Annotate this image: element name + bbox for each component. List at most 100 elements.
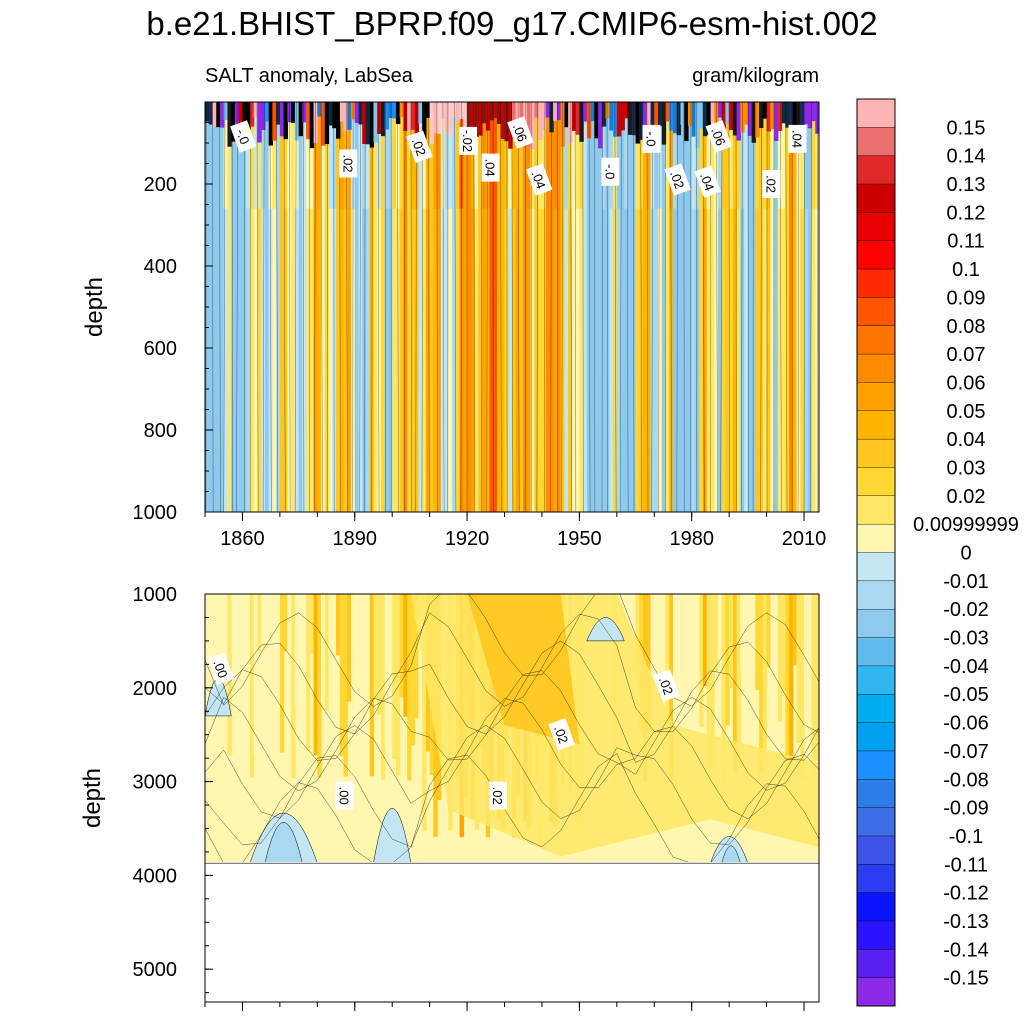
upper-fill-stripe <box>770 102 775 512</box>
colorbar-label: -0.02 <box>943 599 989 621</box>
upper-fill-stripe <box>223 102 229 209</box>
colorbar-swatch <box>856 722 896 752</box>
upper-fill-stripe <box>313 102 318 209</box>
upper-fill-stripe <box>545 102 551 209</box>
upper-fill-stripe <box>538 102 543 512</box>
upper-contour-line <box>570 102 573 512</box>
colorbar-swatch <box>856 977 896 1007</box>
lower-fill-stripe <box>324 594 330 712</box>
upper-fill-stripe <box>717 102 723 209</box>
lower-fill-stripe <box>317 594 322 778</box>
contour-label-text: .04 <box>483 159 498 177</box>
upper-surface-stripe <box>410 102 416 130</box>
upper-fill-stripe <box>815 102 819 209</box>
upper-fill-stripe <box>635 102 640 209</box>
upper-fill-stripe <box>575 102 580 209</box>
colorbar-label: -0.13 <box>943 911 989 933</box>
upper-contour-labels: -.0 .02 .02 -.02 .06 -.0 .06 .04 .02 .04 .04 -.0 .04… <box>230 116 807 198</box>
lower-fill-stripe <box>306 594 311 752</box>
lower-y-axis: 1000 2000 3000 4000 5000 <box>133 584 213 994</box>
upper-surface-stripe <box>575 102 580 135</box>
upper-fill-stripe <box>403 102 408 209</box>
upper-surface-stripe <box>530 102 536 149</box>
upper-fill-stripe <box>497 102 502 512</box>
upper-fill-stripe <box>549 102 554 512</box>
lower-plot-frame <box>204 593 820 1003</box>
colorbar-label: 0.04 <box>947 429 986 451</box>
colorbar-label: -0.06 <box>943 713 989 735</box>
y-tick-label: 800 <box>144 420 177 442</box>
upper-fill-stripe <box>365 102 371 512</box>
upper-surface-stripe <box>770 102 775 130</box>
upper-surface-stripe <box>452 102 457 118</box>
colorbar-swatch <box>856 183 896 213</box>
upper-fill-stripe <box>512 102 517 512</box>
upper-contour-line <box>517 102 520 512</box>
colorbar-swatch <box>856 920 896 950</box>
upper-surface-stripe <box>219 102 225 128</box>
contour-label-box <box>762 170 781 198</box>
upper-fill-stripe <box>560 102 566 512</box>
upper-fill-stripe <box>272 102 277 209</box>
upper-surface-stripe <box>646 102 652 125</box>
upper-contour-line <box>574 102 577 512</box>
upper-fill-stripe <box>246 102 251 209</box>
upper-fill-stripe <box>721 102 726 512</box>
upper-surface-stripe <box>470 102 476 140</box>
upper-fill-stripe <box>721 102 726 209</box>
colorbar-label: -0.11 <box>944 854 988 876</box>
upper-fill-stripe <box>425 102 431 512</box>
upper-fill-stripe <box>526 102 532 512</box>
upper-contour-line <box>779 102 782 512</box>
upper-fill-stripe <box>403 102 408 512</box>
upper-contour-line <box>256 102 259 512</box>
contour-label-box <box>664 163 691 196</box>
lower-fill-stripe <box>676 594 682 684</box>
upper-surface-stripe <box>463 102 468 141</box>
upper-fill-stripe <box>392 102 397 209</box>
upper-fill-stripe <box>747 102 753 209</box>
lower-fill-stripe <box>287 594 292 754</box>
upper-fill-stripe <box>571 102 577 512</box>
upper-fill-stripe <box>807 102 813 209</box>
contour-label-text: .04 <box>529 169 549 191</box>
upper-fill-stripe <box>489 102 494 512</box>
upper-fill-stripe <box>493 102 498 512</box>
contour-label-text: .02 <box>490 787 505 805</box>
upper-surface-stripe <box>429 102 434 145</box>
contour-label-text: -.0 <box>602 164 617 179</box>
upper-surface-stripe <box>635 102 640 144</box>
upper-fill-stripe <box>437 102 442 512</box>
upper-surface-stripe <box>624 102 629 119</box>
contour-label-text: .04 <box>790 130 805 148</box>
upper-fill-stripe <box>519 102 524 512</box>
upper-fill-stripe <box>227 102 232 209</box>
upper-surface-stripe <box>560 102 566 147</box>
upper-fill-stripe <box>219 102 225 209</box>
upper-surface-stripe <box>365 102 371 145</box>
upper-contour-line <box>785 102 788 512</box>
lower-fill-stripe <box>257 594 262 652</box>
upper-contour-line <box>627 102 629 512</box>
upper-contour-line <box>810 102 812 512</box>
upper-surface-stripe <box>437 102 442 134</box>
upper-surface-stripe <box>493 102 498 118</box>
upper-surface-stripe <box>433 102 438 134</box>
upper-fill-stripe <box>437 102 442 209</box>
upper-fill-stripe <box>789 102 794 512</box>
upper-fill-stripe <box>452 102 457 512</box>
upper-fill-stripe <box>658 102 663 512</box>
contour-label: .02 <box>653 669 680 702</box>
contour-label-text: -.0 <box>233 127 252 146</box>
upper-fill-stripe <box>665 102 670 209</box>
upper-surface-stripe <box>497 102 502 124</box>
colorbar-label: -0.15 <box>943 968 989 990</box>
upper-fill-stripe <box>702 102 708 512</box>
colorbar-swatch <box>856 807 896 837</box>
colorbar-label: 0.09 <box>947 287 986 309</box>
upper-fill-stripe <box>208 102 214 209</box>
colorbar-label: 0.00999999 <box>913 514 1019 536</box>
upper-surface-stripe <box>414 102 419 144</box>
upper-fill-stripe <box>594 102 599 512</box>
upper-fill-stripe <box>620 102 625 209</box>
